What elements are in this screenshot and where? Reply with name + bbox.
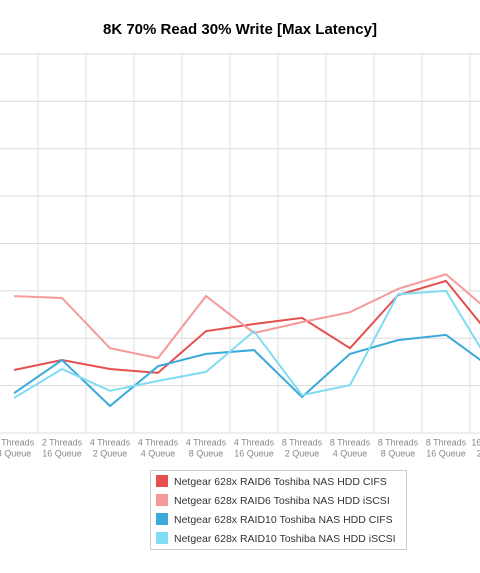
- legend-label: Netgear 628x RAID6 Toshiba NAS HDD iSCSI: [174, 495, 390, 507]
- x-tick-label: 16 Queue: [42, 448, 82, 458]
- series-line: [13, 273, 480, 360]
- x-tick-label: 4 Threads: [90, 437, 131, 447]
- x-tick-label: 8 Threads: [426, 437, 467, 447]
- x-tick-label: 4 Queue: [141, 448, 176, 458]
- legend-swatch: [156, 513, 168, 525]
- x-tick-label: 16 Queue: [426, 448, 466, 458]
- legend-swatch: [156, 475, 168, 487]
- x-tick-label: 8 Queue: [189, 448, 224, 458]
- legend-swatch: [156, 494, 168, 506]
- x-tick-label: 16 Queue: [234, 448, 274, 458]
- x-tick-label: 8 Queue: [0, 448, 31, 458]
- x-tick-label: 4 Queue: [333, 448, 368, 458]
- series-line: [13, 289, 480, 399]
- x-tick-label: 4 Threads: [138, 437, 179, 447]
- x-tick-label: 8 Threads: [378, 437, 419, 447]
- x-tick-label: 16 Threads: [471, 437, 480, 447]
- legend-box: [150, 470, 407, 550]
- x-tick-label: 8 Threads: [282, 437, 323, 447]
- x-tick-label: 8 Threads: [330, 437, 371, 447]
- legend-label: Netgear 628x RAID10 Toshiba NAS HDD CIFS: [174, 514, 393, 526]
- legend-label: Netgear 628x RAID6 Toshiba NAS HDD CIFS: [174, 476, 387, 488]
- legend-swatch: [156, 532, 168, 544]
- x-tick-label: 2 Queue: [285, 448, 320, 458]
- series-line: [13, 333, 480, 408]
- x-tick-label: 2 Threads: [42, 437, 83, 447]
- chart-title: 8K 70% Read 30% Write [Max Latency]: [103, 21, 377, 38]
- x-tick-label: 2 Threads: [0, 437, 35, 447]
- legend-label: Netgear 628x RAID10 Toshiba NAS HDD iSCS…: [174, 533, 396, 545]
- x-tick-label: 2 Queue: [93, 448, 128, 458]
- x-tick-label: 4 Threads: [234, 437, 275, 447]
- series-line: [13, 279, 480, 374]
- x-tick-label: 2 Queue: [477, 448, 480, 458]
- x-tick-label: 8 Queue: [381, 448, 416, 458]
- x-tick-label: 4 Threads: [186, 437, 227, 447]
